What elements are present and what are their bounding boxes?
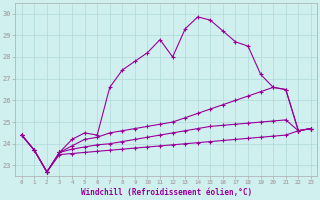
X-axis label: Windchill (Refroidissement éolien,°C): Windchill (Refroidissement éolien,°C) — [81, 188, 252, 197]
